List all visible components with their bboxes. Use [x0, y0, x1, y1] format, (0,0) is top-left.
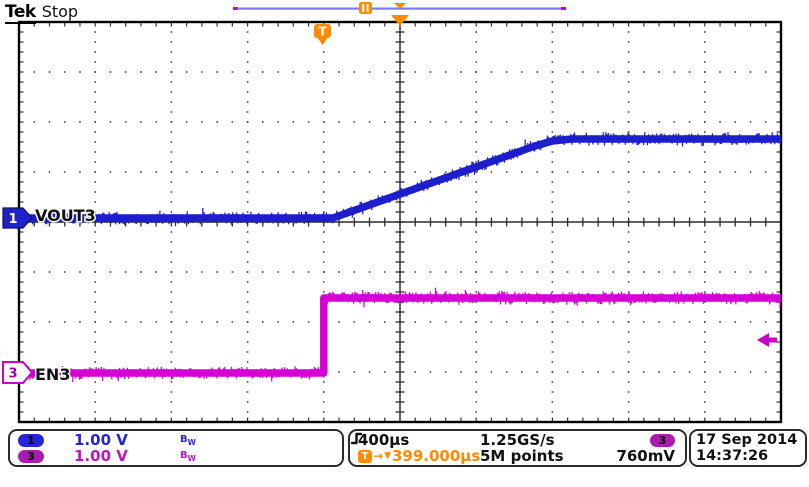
header: Tek Stop [5, 2, 79, 24]
trigger-flag-label: T [318, 25, 327, 39]
delay-arrow-icon: → [373, 449, 384, 463]
record-bar-right-tip [561, 7, 566, 10]
graticule-grid [19, 22, 781, 422]
rising-edge-icon [350, 432, 363, 445]
channel1-badge[interactable]: 1 [18, 433, 44, 447]
channel1-number: 1 [8, 212, 17, 227]
date-label: 17 Sep 2014 [696, 431, 798, 448]
channel3-readout[interactable]: 3 1.00 V BW [18, 447, 334, 465]
channel3-position-marker[interactable]: 3 [2, 361, 34, 384]
delay-value: 399.000µs [391, 447, 481, 465]
delay-triangle-icon: ▼ [384, 451, 391, 461]
record-length-readout: 5M points [480, 447, 564, 465]
channel1-trace-label: VOUT3 [35, 206, 96, 225]
trigger-position-marker[interactable]: T [314, 24, 331, 45]
trace-en3 [19, 287, 781, 383]
channel3-number: 3 [8, 367, 17, 382]
tek-logo: Tek [5, 2, 36, 24]
waveform-traces [19, 132, 781, 383]
channel3-trace-label: EN3 [35, 365, 70, 384]
record-view-bar [233, 2, 566, 14]
channel1-readout[interactable]: 1 1.00 V BW [18, 431, 334, 449]
trigger-source-readout[interactable]: 3 [350, 432, 677, 447]
acquisition-status: Stop [41, 2, 79, 21]
bandwidth-limit-icon: BW [180, 449, 196, 463]
datetime-box: 17 Sep 2014 14:37:26 [689, 429, 807, 467]
time-label: 14:37:26 [696, 447, 769, 464]
zoom-window-marker[interactable] [359, 2, 372, 14]
horizontal-trigger-readouts[interactable]: 400µs 1.25GS/s 3 T → ▼ 399.000µs 5M poin… [348, 429, 687, 467]
channel1-position-marker[interactable]: 1 [2, 207, 33, 229]
trigger-source-badge[interactable]: 3 [650, 433, 675, 447]
trigger-level-readout[interactable]: 760mV [616, 447, 675, 465]
bandwidth-limit-icon: BW [180, 433, 196, 447]
channel-readouts[interactable]: 1 1.00 V BW 3 1.00 V BW [8, 429, 344, 467]
record-bar-left-tip [233, 7, 238, 10]
channel3-scale: 1.00 V [74, 447, 128, 465]
waveform-display: T 1 VOUT3 3 EN3 [2, 2, 783, 424]
trace-vout3 [19, 132, 781, 227]
record-trigger-marker [394, 3, 406, 9]
trigger-delay-readout[interactable]: T → ▼ 399.000µs [358, 447, 480, 465]
sample-rate-readout: 1.25GS/s [480, 431, 555, 449]
expansion-point-marker [391, 15, 409, 26]
trigger-level-marker[interactable] [757, 333, 777, 347]
timebase-readout[interactable]: 400µs [358, 431, 410, 449]
t-flag-icon: T [358, 449, 372, 463]
channel3-badge[interactable]: 3 [18, 449, 44, 463]
record-bar-line [237, 7, 565, 10]
channel1-scale: 1.00 V [74, 431, 128, 449]
